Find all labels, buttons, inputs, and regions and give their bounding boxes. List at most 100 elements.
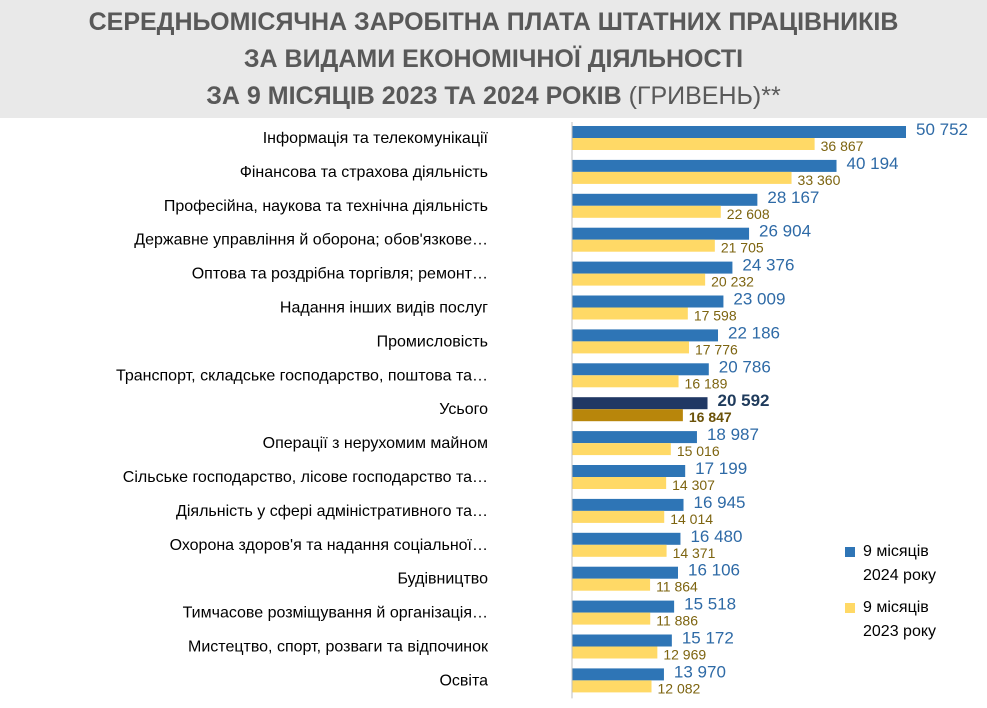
bar-2024 <box>572 465 686 477</box>
legend-label-2023-line2: 2023 року <box>863 623 937 640</box>
category-label: Тимчасове розміщування й організація… <box>183 605 488 622</box>
legend-item-2024: 9 місяців 2024 року <box>845 540 936 588</box>
bar-2023 <box>572 544 667 557</box>
value-label-2024: 15 518 <box>684 595 736 614</box>
value-label-2024: 23 009 <box>733 290 785 309</box>
bar-2023 <box>572 307 688 320</box>
bar-2024 <box>572 431 697 444</box>
value-label-2023: 14 014 <box>670 511 713 527</box>
value-label-2023: 11 886 <box>656 613 698 629</box>
value-label-2024: 20 786 <box>719 357 771 376</box>
bar-2023 <box>572 680 652 693</box>
value-label-2023: 21 705 <box>721 240 764 256</box>
value-label-2023: 14 371 <box>673 545 716 561</box>
value-label-2024: 16 106 <box>688 561 740 580</box>
value-label-2023: 36 867 <box>821 138 864 154</box>
category-label: Державне управління й оборона; обов'язко… <box>134 232 488 249</box>
chart-title-line-2: ЗА ВИДАМИ ЕКОНОМІЧНОЇ ДІЯЛЬНОСТІ <box>243 45 744 73</box>
value-label-2024: 16 945 <box>694 493 746 512</box>
bar-2023 <box>572 171 792 184</box>
value-label-2023: 22 608 <box>727 206 770 222</box>
value-label-2024: 15 172 <box>682 629 734 648</box>
category-label: Оптова та роздрібна торгівля; ремонт… <box>192 266 488 283</box>
bar-2024 <box>572 566 678 579</box>
bar-2024 <box>572 363 709 376</box>
value-label-2023: 14 307 <box>672 477 715 493</box>
legend-swatch-2023 <box>845 603 855 613</box>
value-label-2024: 17 199 <box>695 459 747 478</box>
value-label-2024: 40 194 <box>847 154 899 173</box>
value-label-2023: 15 016 <box>677 443 720 459</box>
category-label: Сільське господарство, лісове господарст… <box>123 469 488 486</box>
category-label: Операції з нерухомим майном <box>263 435 488 452</box>
category-label: Усього <box>439 401 488 418</box>
value-label-2024: 18 987 <box>707 425 759 444</box>
legend: 9 місяців 2024 року 9 місяців 2023 року <box>845 540 936 652</box>
bar-2024 <box>572 329 719 342</box>
bar-2023 <box>572 612 651 625</box>
title-band: СЕРЕДНЬОМІСЯЧНА ЗАРОБІТНА ПЛАТА ШТАТНИХ … <box>0 0 987 118</box>
value-label-2023: 16 189 <box>685 375 728 391</box>
bar-2023 <box>572 646 658 659</box>
bar-2023 <box>572 375 679 388</box>
value-label-2024: 20 592 <box>718 391 770 410</box>
bar-2024 <box>572 159 837 172</box>
bar-2023 <box>572 205 721 218</box>
legend-label-2023-line1: 9 місяців <box>863 599 929 616</box>
category-label: Мистецтво, спорт, розваги та відпочинок <box>188 639 489 656</box>
category-label: Промисловість <box>377 333 488 350</box>
legend-item-2023: 9 місяців 2023 року <box>845 596 936 644</box>
bar-2023 <box>572 510 665 523</box>
bar-2024 <box>572 634 672 647</box>
value-label-2024: 50 752 <box>916 120 968 139</box>
category-label: Надання інших видів послуг <box>280 300 488 317</box>
bar-2023 <box>572 273 706 286</box>
bar-2024 <box>572 600 675 613</box>
bar-2024 <box>572 126 906 138</box>
bar-2023 <box>572 341 689 354</box>
bar-2023 <box>572 239 715 252</box>
bar-2024 <box>572 193 758 206</box>
value-label-2024: 13 970 <box>674 662 726 681</box>
category-label: Професійна, наукова та технічна діяльніс… <box>164 198 488 215</box>
bar-2023 <box>572 138 815 150</box>
value-label-2024: 26 904 <box>759 222 811 241</box>
value-label-2023: 20 232 <box>711 274 754 290</box>
bar-2023 <box>572 409 683 422</box>
bar-2024 <box>572 227 750 240</box>
bar-2024 <box>572 532 681 545</box>
chart-title-line-1: СЕРЕДНЬОМІСЯЧНА ЗАРОБІТНА ПЛАТА ШТАТНИХ … <box>88 8 899 36</box>
category-label: Освіта <box>439 672 488 689</box>
category-label: Будівництво <box>398 571 489 588</box>
legend-label-2024-line1: 9 місяців <box>863 543 929 560</box>
chart-title-period: ЗА 9 МІСЯЦІВ 2023 ТА 2024 РОКІВ <box>206 82 622 110</box>
chart-title-unit: (ГРИВЕНЬ)** <box>628 82 781 110</box>
bar-chart: Інформація та телекомунікації 50 752 36 86… <box>116 120 968 699</box>
category-label: Діяльність у сфері адміністративного та… <box>176 503 488 520</box>
category-label: Фінансова та страхова діяльність <box>240 164 488 181</box>
bar-2023 <box>572 578 651 591</box>
bar-2023 <box>572 477 667 489</box>
legend-swatch-2024 <box>845 547 855 557</box>
bar-2024 <box>572 295 724 308</box>
value-label-2024: 16 480 <box>690 527 742 546</box>
category-label: Транспорт, складське господарство, пошто… <box>116 367 488 384</box>
chart-title-line-3: ЗА 9 МІСЯЦІВ 2023 ТА 2024 РОКІВ (ГРИВЕНЬ… <box>0 82 987 111</box>
value-label-2023: 12 082 <box>658 680 701 696</box>
category-label: Охорона здоров'я та надання соціальної… <box>170 537 488 554</box>
value-label-2024: 28 167 <box>767 188 819 207</box>
value-label-2023: 16 847 <box>689 409 732 425</box>
value-label-2023: 17 598 <box>694 308 737 324</box>
bar-2024 <box>572 397 708 410</box>
category-label: Інформація та телекомунікації <box>263 130 489 147</box>
value-label-2024: 24 376 <box>742 256 794 275</box>
bar-2024 <box>572 261 733 274</box>
legend-label-2024-line2: 2024 року <box>863 567 937 584</box>
value-label-2023: 17 776 <box>695 341 738 357</box>
value-label-2023: 33 360 <box>798 172 841 188</box>
value-label-2024: 22 186 <box>728 323 780 342</box>
bar-2023 <box>572 443 671 456</box>
value-label-2023: 11 864 <box>656 579 698 595</box>
bar-2024 <box>572 668 664 681</box>
bar-2024 <box>572 498 684 511</box>
